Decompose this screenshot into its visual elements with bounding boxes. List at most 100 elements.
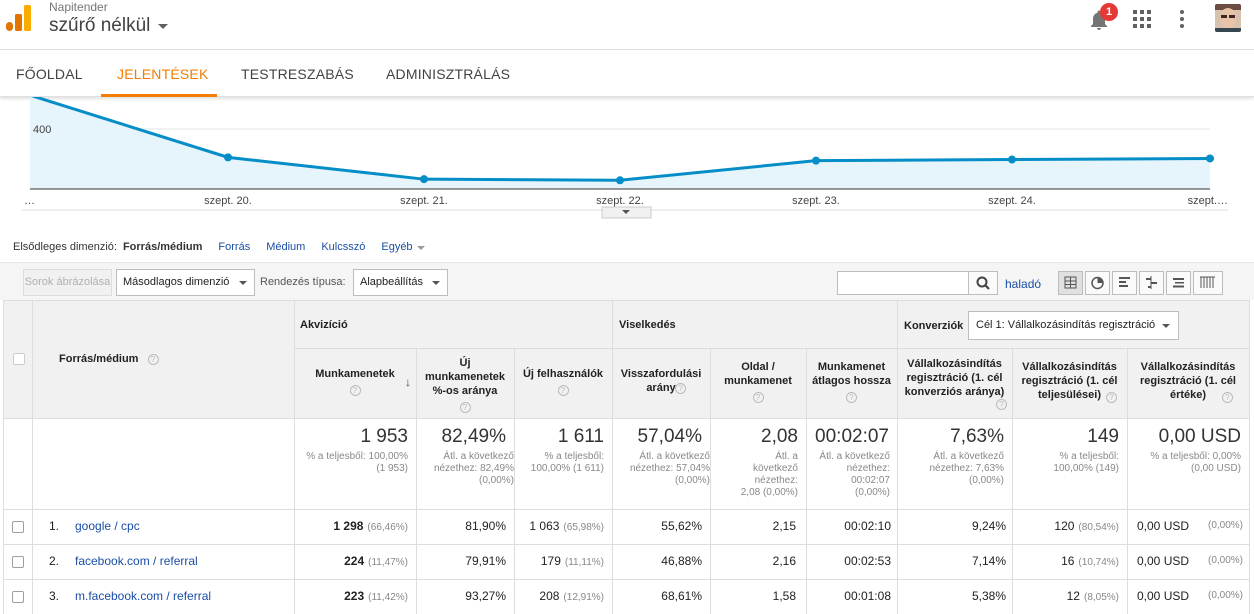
row-source-link[interactable]: google / cpc — [75, 519, 140, 533]
data-point[interactable] — [1008, 155, 1016, 164]
total-value: 82,49% — [441, 426, 506, 447]
select-all-checkbox[interactable] — [13, 353, 25, 365]
tab-customization[interactable]: TESTRESZABÁS — [241, 66, 354, 82]
col-header-sessions[interactable]: Munkamenetek ? ↓ — [294, 348, 416, 418]
help-icon[interactable]: ? — [846, 391, 857, 403]
total-value: 1 953 — [360, 426, 408, 447]
search-button[interactable] — [968, 272, 997, 294]
row-source-link[interactable]: m.facebook.com / referral — [75, 589, 212, 603]
tab-reports[interactable]: JELENTÉSEK — [117, 66, 209, 82]
cell-bounce-rate: 68,61% — [661, 589, 702, 603]
more-vert-icon[interactable] — [1177, 10, 1187, 28]
row-checkbox[interactable] — [12, 556, 24, 568]
row-source-link[interactable]: facebook.com / referral — [75, 554, 198, 568]
help-icon[interactable]: ? — [996, 399, 1007, 410]
cell-new-sessions-pct: 93,27% — [465, 589, 506, 603]
advanced-filter-link[interactable]: haladó — [1005, 277, 1042, 291]
row-checkbox[interactable] — [12, 521, 24, 533]
comparison-view-button[interactable] — [1139, 271, 1164, 295]
data-point[interactable] — [812, 156, 820, 165]
data-point[interactable] — [616, 176, 624, 185]
help-icon[interactable]: ? — [557, 384, 569, 396]
help-icon[interactable]: ? — [147, 353, 159, 365]
table-search-input[interactable] — [837, 271, 998, 295]
col-header-new-sessions-pct[interactable]: Új munkamenetek %-os aránya ? — [416, 348, 514, 418]
col-header-avg-session-duration-label: Munkamenet átlagos hossza — [812, 361, 891, 387]
total-subtext: % a teljesből: 100,00% (1 953) — [306, 451, 408, 474]
total-value: 0,00 USD — [1158, 426, 1241, 447]
row-checkbox[interactable] — [12, 591, 24, 603]
cell-new-sessions-pct: 79,91% — [465, 554, 506, 568]
col-header-pages-per-session[interactable]: Oldal / munkamenet ? — [710, 348, 806, 418]
total-cell: 2,08 Átl. a következő nézethez: 2,08 (0,0… — [710, 426, 806, 506]
secondary-dimension-select[interactable]: Másodlagos dimenzió — [116, 269, 255, 296]
primary-dimension-row: Elsődleges dimenzió: Forrás/médium Forrá… — [13, 241, 425, 253]
pivot-view-button[interactable] — [1193, 271, 1223, 295]
goal-select-value: Cél 1: Vállalkozásindítás regisztráció — [976, 319, 1156, 331]
total-value: 1 611 — [557, 426, 604, 447]
sessions-pct: (11,47%) — [368, 557, 408, 568]
help-icon[interactable]: ? — [675, 383, 686, 394]
help-icon[interactable]: ? — [752, 391, 764, 403]
col-header-goal-value-label: Vállalkozásindítás regisztráció (1. cél … — [1140, 361, 1236, 401]
view-selector[interactable]: szűrő nélkül — [49, 15, 169, 37]
total-cell: 7,63% Átl. a következő nézethez: 7,63% (0… — [897, 426, 1012, 506]
sort-type-select[interactable]: Alapbeállítás — [353, 269, 448, 296]
cell-conversion-rate: 9,24% — [971, 519, 1006, 533]
cell-sessions: 223 (11,42%) — [294, 589, 416, 603]
total-cell: 1 611 % a teljesből: 100,00% (1 611) — [514, 426, 612, 506]
table-view-button[interactable] — [1058, 271, 1083, 295]
help-icon[interactable]: ? — [459, 401, 471, 413]
sessions-value: 1 298 — [333, 519, 364, 533]
total-value: 2,08 — [761, 426, 798, 447]
table-view-icon — [1064, 276, 1077, 289]
tab-admin[interactable]: ADMINISZTRÁLÁS — [386, 66, 511, 82]
data-point[interactable] — [224, 153, 232, 162]
new-users-value: 179 — [540, 554, 561, 568]
analytics-logo-icon[interactable] — [6, 4, 32, 32]
col-header-goal-value[interactable]: Vállalkozásindítás regisztráció (1. cél … — [1127, 348, 1249, 418]
plot-rows-button[interactable]: Sorok ábrázolása — [23, 269, 112, 296]
new-users-pct: (11,11%) — [564, 557, 604, 568]
active-tab-indicator — [101, 94, 217, 97]
comparison-icon — [1146, 276, 1157, 289]
group-behavior: Viselkedés — [619, 319, 676, 331]
col-header-goal-completions[interactable]: Vállalkozásindítás regisztráció (1. cél … — [1012, 348, 1127, 418]
dimension-link-source[interactable]: Forrás — [218, 241, 251, 253]
total-cell: 1 953 % a teljesből: 100,00% (1 953) — [294, 426, 416, 506]
chevron-down-icon — [239, 281, 247, 285]
col-header-goal-conversion-rate[interactable]: Vállalkozásindítás regisztráció (1. cél … — [897, 348, 1012, 418]
col-header-new-users-label: Új felhasználók — [522, 368, 604, 380]
dimension-link-other[interactable]: Egyéb — [381, 241, 413, 253]
data-point[interactable] — [420, 175, 428, 184]
tab-home[interactable]: FŐOLDAL — [16, 66, 83, 82]
goal-completions-value: 12 — [1066, 589, 1080, 603]
top-bar: Napitender szűrő nélkül 1 — [0, 0, 1254, 50]
col-header-bounce-rate[interactable]: Visszafordulási arány ? — [612, 348, 710, 418]
sort-type-label: Rendezés típusa: — [260, 276, 346, 288]
series-area — [30, 97, 1210, 189]
dimension-link-keyword[interactable]: Kulcsszó — [321, 241, 366, 253]
help-icon[interactable]: ? — [1222, 392, 1233, 403]
cell-goal-value: 0,00 USD (0,00%) — [1127, 554, 1249, 568]
term-cloud-view-button[interactable] — [1166, 271, 1191, 295]
sessions-pct: (11,42%) — [368, 592, 408, 603]
pie-view-button[interactable] — [1085, 271, 1110, 295]
apps-grid-icon[interactable] — [1133, 10, 1151, 28]
x-tick-label: szept. 23. — [792, 195, 840, 207]
new-users-value: 1 063 — [529, 519, 560, 533]
goal-select[interactable]: Cél 1: Vállalkozásindítás regisztráció — [968, 311, 1179, 340]
dimension-header[interactable]: Forrás/médium ? — [59, 353, 159, 365]
col-header-new-users[interactable]: Új felhasználók ? — [514, 348, 612, 418]
help-icon[interactable]: ? — [349, 384, 361, 396]
col-header-avg-session-duration[interactable]: Munkamenet átlagos hossza ? — [806, 348, 897, 418]
data-point[interactable] — [1206, 154, 1214, 163]
total-subtext: % a teljesből: 0,00% (0,00 USD) — [1150, 451, 1241, 474]
help-icon[interactable]: ? — [1106, 392, 1117, 403]
group-acquisition: Akvizíció — [300, 319, 348, 331]
total-cell: 00:02:07 Átl. a következő nézethez: 00:02… — [806, 426, 897, 506]
y-tick-label: 400 — [33, 124, 51, 136]
dimension-link-medium[interactable]: Médium — [266, 241, 306, 253]
user-avatar[interactable] — [1215, 4, 1241, 32]
performance-view-button[interactable] — [1112, 271, 1137, 295]
